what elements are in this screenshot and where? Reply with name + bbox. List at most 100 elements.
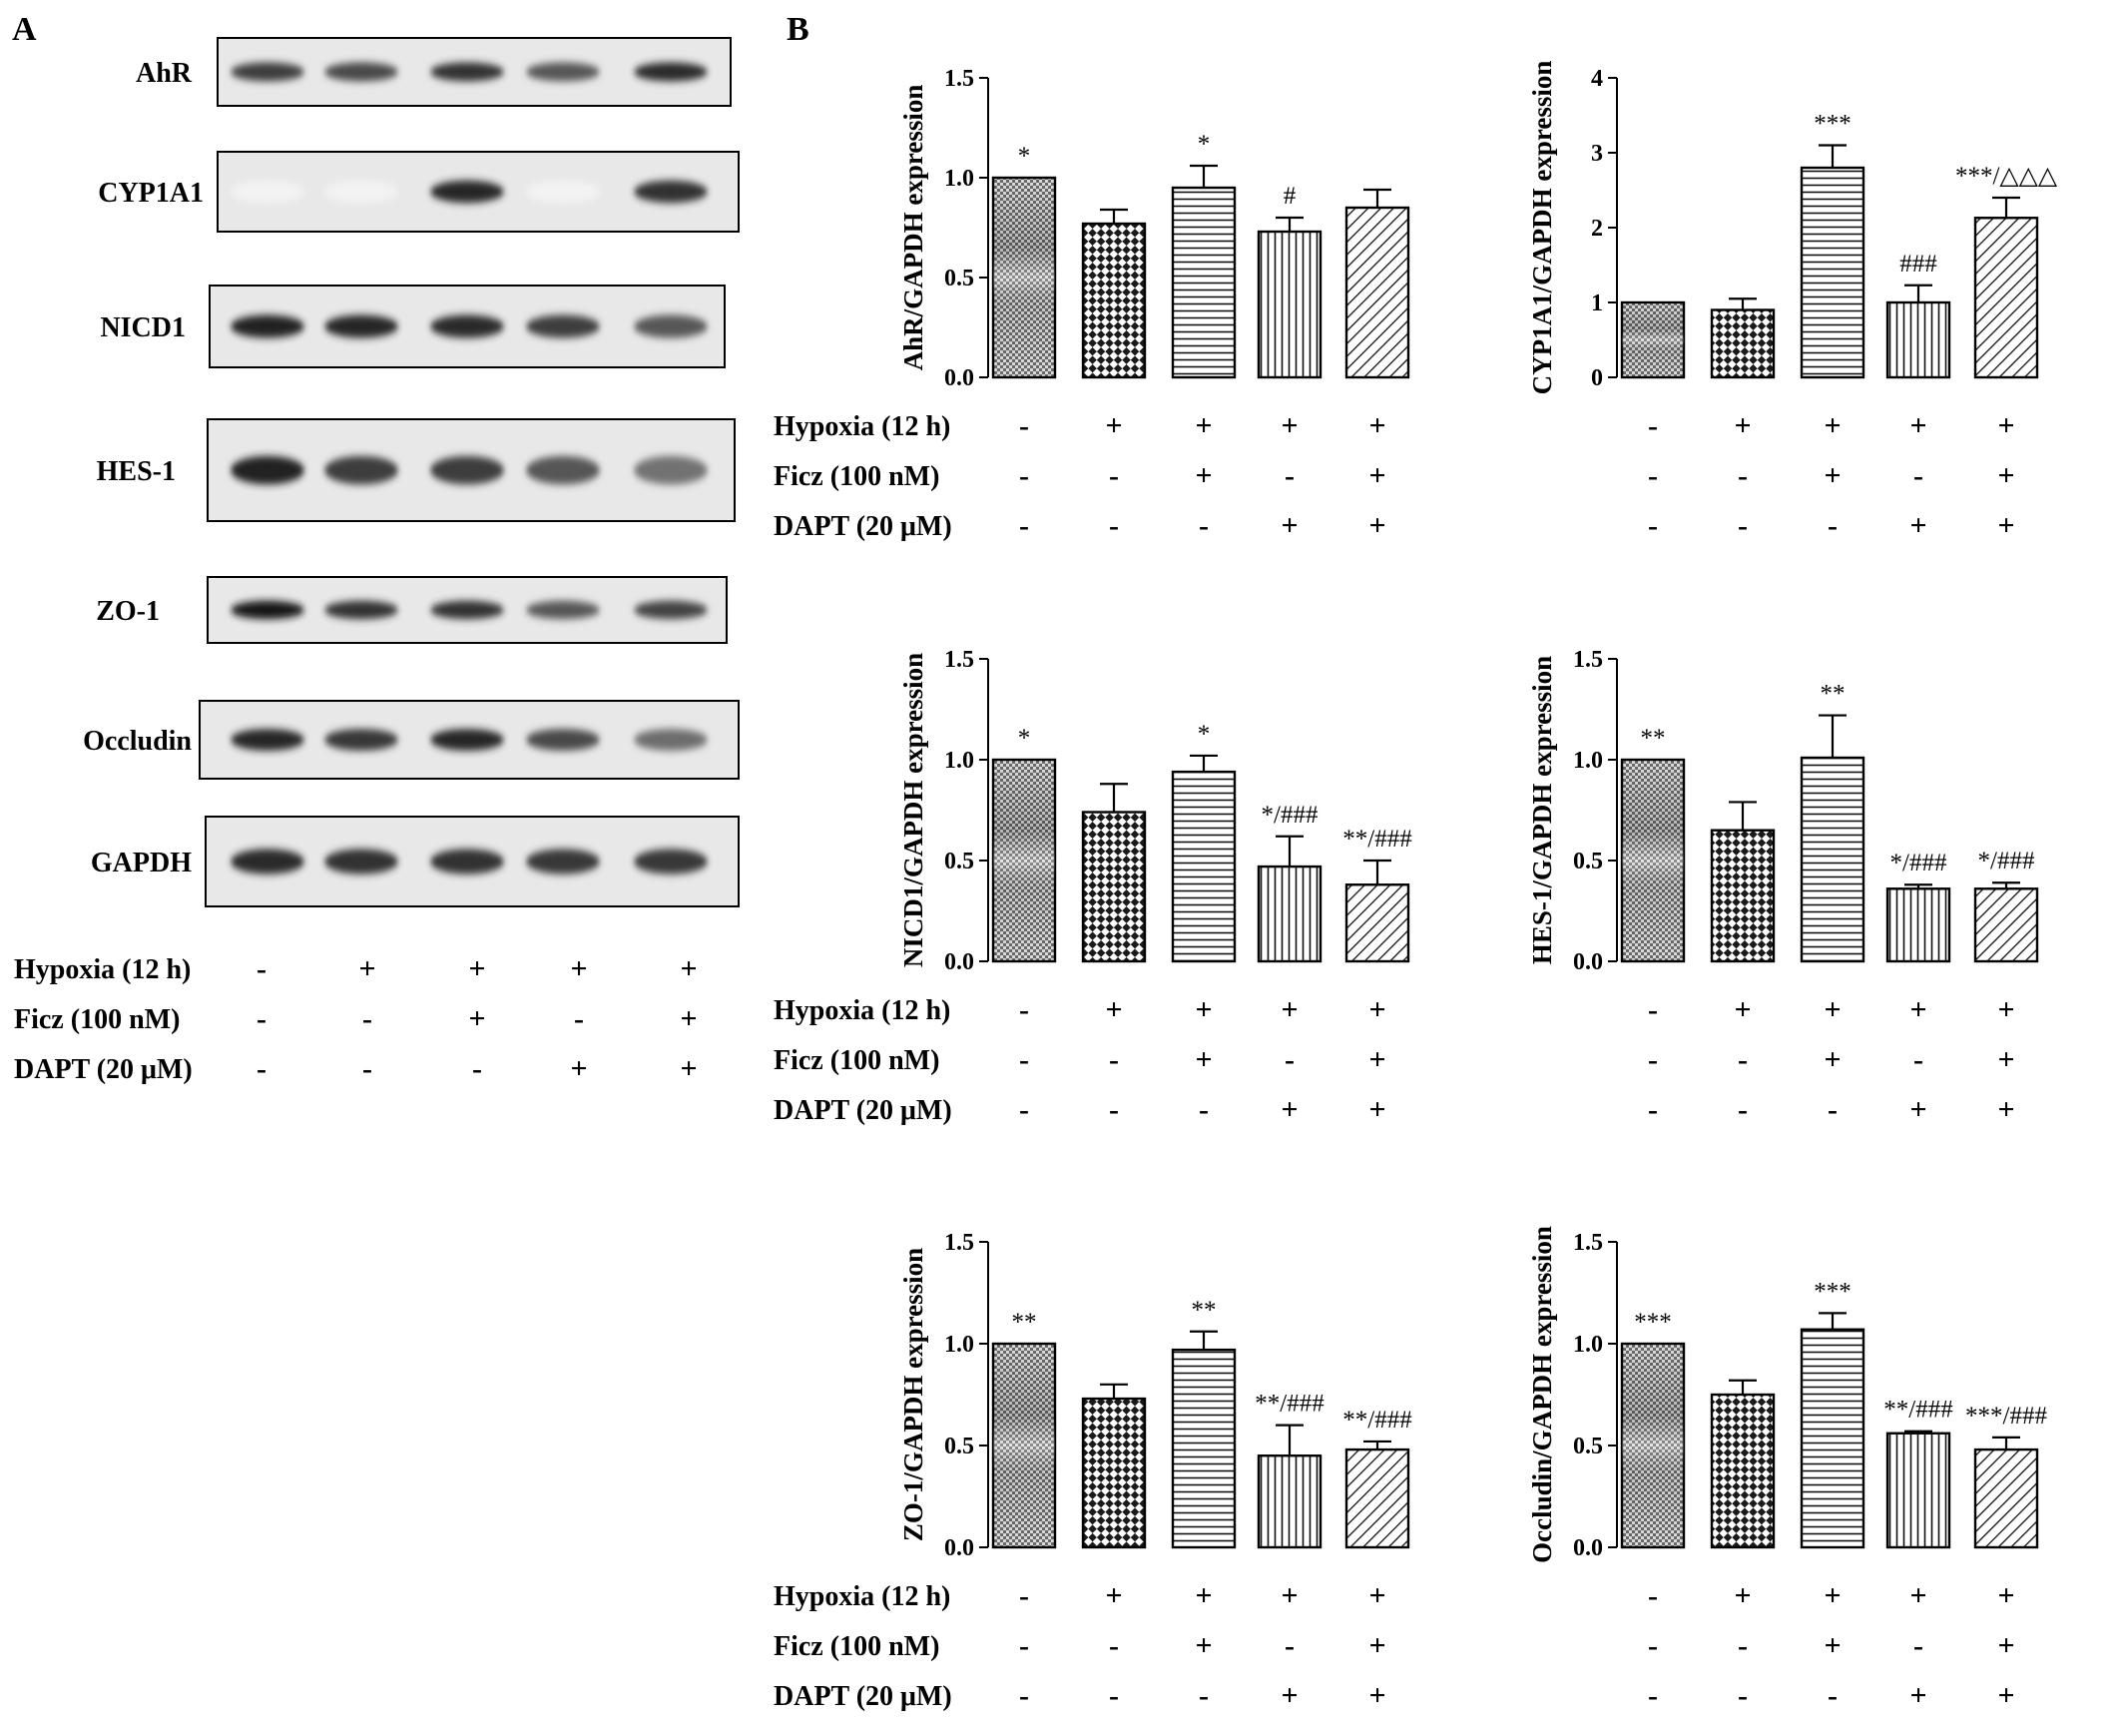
y-tick-label: 1.0 (1573, 748, 1603, 774)
significance-label: *** (1634, 1309, 1672, 1336)
blot-row-zo-1: ZO-1 (96, 576, 728, 644)
bar (1973, 1447, 2039, 1549)
blot-row-hes-1: HES-1 (97, 418, 736, 522)
condition-mark: + (1997, 993, 2014, 1026)
condition-mark: - (1738, 1629, 1748, 1662)
condition-mark: + (1997, 509, 2014, 542)
chart-4: 0.0 0.5 1.0 1.5 HES-1/GAPDH expression ** ** */… (1527, 647, 2039, 1126)
blot-band (231, 849, 304, 874)
western-blot-panel: AhR CYP1A1 NICD1 HES-1 ZO-1 Occludin GAPDH (83, 37, 740, 907)
condition-mark: - (1109, 1629, 1119, 1662)
condition-mark: + (1734, 993, 1751, 1026)
blot-band (324, 600, 398, 620)
condition-mark: + (1997, 1629, 2014, 1662)
condition-mark: + (1909, 409, 1926, 442)
condition-mark: - (472, 1052, 482, 1085)
blot-band (526, 62, 600, 82)
condition-mark: + (468, 952, 485, 985)
condition-mark: - (574, 1002, 584, 1035)
blot-band (231, 62, 304, 82)
significance-label: ### (1899, 251, 1937, 278)
y-axis-label: AhR/GAPDH expression (898, 85, 928, 371)
bar (1171, 770, 1237, 963)
condition-mark: - (1019, 993, 1029, 1026)
condition-mark: + (1909, 1679, 1926, 1712)
condition-mark: - (1648, 509, 1658, 542)
blot-band (430, 314, 504, 338)
condition-mark: + (1195, 1629, 1212, 1662)
blot-band (430, 600, 504, 620)
condition-mark: - (1109, 1043, 1119, 1076)
condition-label: Ficz (100 nM) (774, 461, 939, 492)
chart-1: 0.0 0.5 1.0 1.5 AhR/GAPDH expression * * # Hypox… (774, 66, 1410, 542)
condition-label: Hypoxia (12 h) (774, 411, 950, 442)
chart-2: 0 1 2 3 4 CYP1A1/GAPDH expression *** ### ***/△△… (1527, 61, 2058, 542)
significance-label: ***/△△△ (1955, 163, 2058, 190)
blot-row-occludin: Occludin (83, 700, 740, 780)
condition-mark: + (1195, 1579, 1212, 1612)
y-tick-label: 1.0 (1573, 1332, 1603, 1358)
y-tick-label: 0 (1591, 365, 1603, 391)
condition-label: Ficz (100 nM) (14, 1004, 180, 1035)
blot-band (634, 729, 708, 751)
blot-band (324, 314, 398, 338)
significance-label: **/### (1342, 826, 1412, 853)
y-tick-label: 1.5 (1573, 647, 1603, 673)
significance-label: **/### (1883, 1397, 1953, 1424)
blot-band (634, 849, 708, 874)
y-tick-label: 1.0 (944, 1332, 974, 1358)
y-tick-label: 1 (1591, 290, 1603, 316)
blot-band (634, 180, 708, 204)
condition-label: DAPT (20 μM) (774, 1095, 952, 1126)
condition-mark: - (1828, 1679, 1838, 1712)
bar (1081, 222, 1147, 379)
condition-mark: + (1195, 1043, 1212, 1076)
condition-mark: - (1648, 1679, 1658, 1712)
y-tick-label: 2 (1591, 216, 1603, 242)
condition-mark: + (680, 1002, 697, 1035)
blot-band (231, 600, 304, 620)
condition-mark: - (1199, 1679, 1209, 1712)
blot-band (324, 729, 398, 751)
condition-label: Hypoxia (12 h) (774, 1581, 950, 1612)
significance-label: ** (1821, 681, 1846, 708)
significance-label: **/### (1342, 1407, 1412, 1434)
condition-mark: + (1195, 993, 1212, 1026)
blot-band (634, 62, 708, 82)
blot-label: HES-1 (97, 456, 176, 487)
bar (1885, 300, 1951, 379)
bar-shading (1622, 302, 1684, 377)
condition-mark: + (1105, 993, 1122, 1026)
significance-label: # (1284, 183, 1297, 210)
condition-mark: - (1109, 509, 1119, 542)
y-tick-label: 1.0 (944, 166, 974, 192)
blot-row-nicd1: NICD1 (100, 285, 726, 368)
significance-label: ** (1012, 1309, 1037, 1336)
condition-mark: - (1019, 509, 1029, 542)
condition-mark: + (1368, 1629, 1385, 1662)
blot-band (430, 62, 504, 82)
bar-shading (1622, 760, 1684, 961)
condition-label: Ficz (100 nM) (774, 1631, 939, 1662)
condition-mark: - (257, 952, 266, 985)
condition-mark: - (1913, 459, 1923, 492)
condition-mark: - (1019, 459, 1029, 492)
condition-label: Hypoxia (12 h) (774, 995, 950, 1026)
condition-mark: + (1734, 1579, 1751, 1612)
y-tick-label: 1.5 (944, 66, 974, 92)
blot-row-ahr: AhR (136, 37, 732, 107)
condition-mark: - (1199, 509, 1209, 542)
condition-mark: - (1738, 1043, 1748, 1076)
condition-mark: - (1109, 1093, 1119, 1126)
significance-label: */### (1890, 850, 1947, 876)
bar (1800, 756, 1865, 963)
condition-mark: + (358, 952, 375, 985)
bar (1885, 1432, 1951, 1549)
blot-band (231, 729, 304, 751)
y-tick-label: 1.0 (944, 748, 974, 774)
y-tick-label: 1.5 (944, 647, 974, 673)
condition-mark: + (1105, 1579, 1122, 1612)
condition-mark: + (1997, 459, 2014, 492)
